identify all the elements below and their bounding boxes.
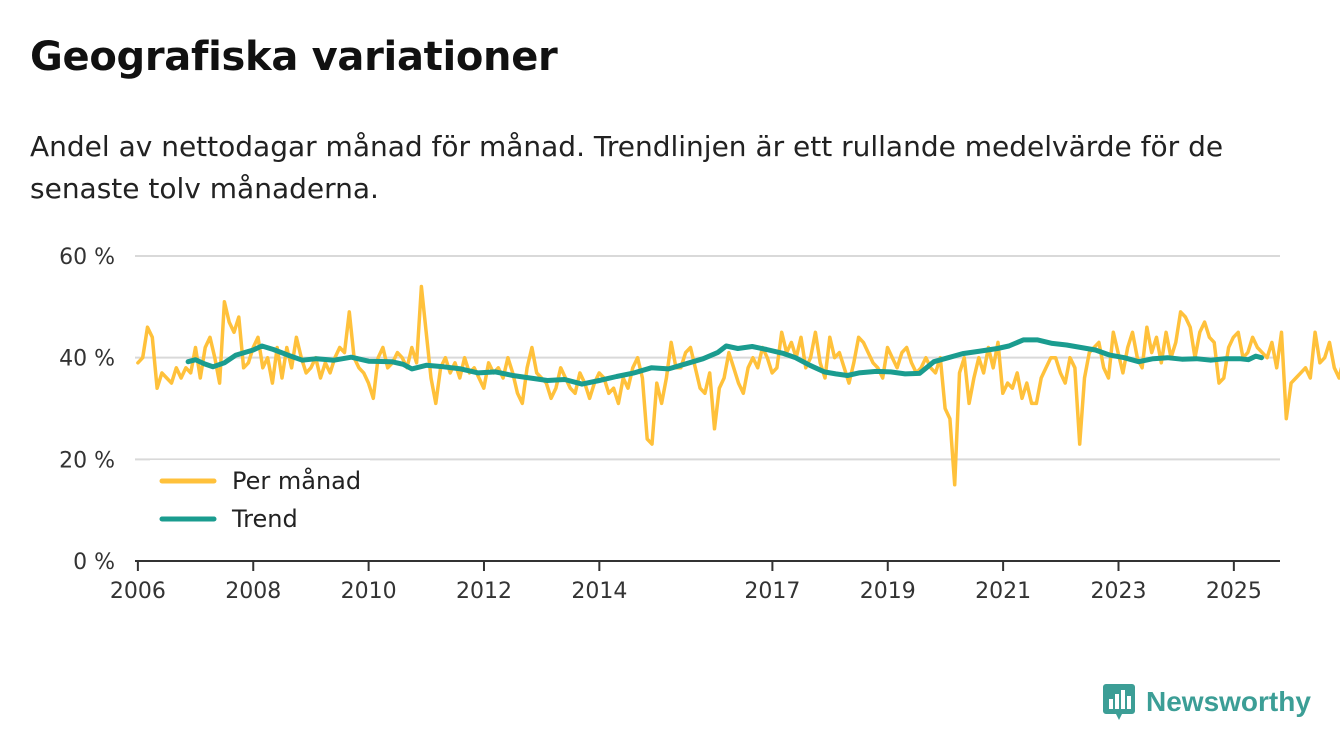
- x-tick-label: 2006: [110, 579, 166, 604]
- y-tick-label: 40 %: [59, 347, 115, 372]
- page-subtitle: Andel av nettodagar månad för månad. Tre…: [30, 130, 1224, 205]
- x-tick-label: 2017: [744, 579, 800, 604]
- x-tick-label: 2010: [341, 579, 397, 604]
- legend-label-monthly: Per månad: [232, 466, 361, 495]
- brand-logo[interactable]: Newsworthy: [1102, 682, 1311, 722]
- brand-name: Newsworthy: [1146, 686, 1311, 717]
- series-line-trend: [185, 337, 1264, 387]
- series-line-monthly: [136, 284, 1340, 487]
- x-tick-label: 2023: [1090, 579, 1146, 604]
- legend: Per månad Trend: [150, 460, 370, 540]
- legend-background: [150, 460, 370, 540]
- y-tick-label: 0 %: [73, 550, 115, 575]
- y-tick-label: 20 %: [59, 448, 115, 473]
- x-tick-label: 2019: [860, 579, 916, 604]
- x-tick-label: 2014: [571, 579, 627, 604]
- page-title: Geografiska variationer: [30, 34, 558, 80]
- series-lines: [136, 284, 1340, 487]
- x-tick-label: 2021: [975, 579, 1031, 604]
- x-tick-label: 2012: [456, 579, 512, 604]
- legend-label-trend: Trend: [231, 505, 298, 533]
- line-chart: 0 % 20 % 40 % 60 % 2006 2008 2010 2012 2014 2017…: [59, 245, 1340, 604]
- x-tick-label: 2025: [1206, 579, 1262, 604]
- y-tick-label: 60 %: [59, 245, 115, 270]
- x-tick-label: 2008: [225, 579, 281, 604]
- bar-chart-speech-icon: [1103, 684, 1135, 720]
- y-axis-labels: 0 % 20 % 40 % 60 %: [59, 245, 115, 575]
- x-axis: 2006 2008 2010 2012 2014 2017 2019 2021 2023 2025: [110, 560, 1280, 604]
